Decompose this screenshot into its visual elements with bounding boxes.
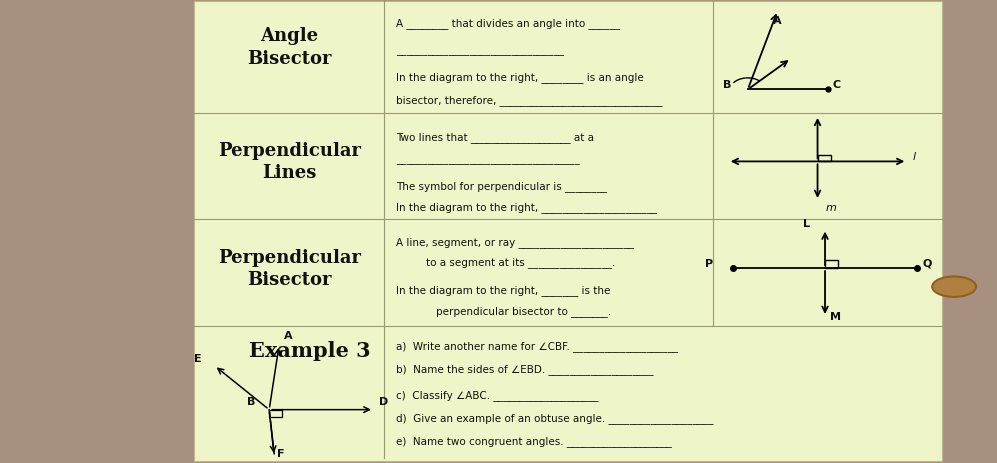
Text: Two lines that ___________________ at a: Two lines that ___________________ at a [396,132,594,143]
Text: ________________________________: ________________________________ [396,46,564,56]
Text: ___________________________________: ___________________________________ [396,155,579,165]
Text: M: M [830,312,841,321]
Text: Example 3: Example 3 [249,340,371,360]
Text: A: A [773,16,782,26]
Text: C: C [832,80,840,90]
Text: m: m [826,203,836,213]
Bar [825,260,837,269]
Text: In the diagram to the right, ______________________: In the diagram to the right, ___________… [396,201,657,213]
Text: d)  Give an example of an obtuse angle. ____________________: d) Give an example of an obtuse angle. _… [396,412,713,423]
Text: The symbol for perpendicular is ________: The symbol for perpendicular is ________ [396,181,607,192]
Text: F: F [277,448,285,458]
Text: e)  Name two congruent angles. ____________________: e) Name two congruent angles. __________… [396,435,672,446]
Text: Angle
Bisector: Angle Bisector [247,27,331,68]
Text: l: l [912,152,915,162]
Text: A ________ that divides an angle into ______: A ________ that divides an angle into __… [396,19,620,30]
Text: B: B [723,80,731,90]
Text: P: P [705,258,713,268]
Circle shape [932,277,976,297]
Text: D: D [379,396,388,406]
Text: bisector, therefore, _______________________________: bisector, therefore, ___________________… [396,95,662,106]
Text: L: L [803,219,811,229]
Text: B: B [247,396,255,406]
Text: In the diagram to the right, ________ is an angle: In the diagram to the right, ________ is… [396,72,643,83]
Bar [269,410,282,417]
Bar [818,156,831,162]
Text: perpendicular bisector to _______.: perpendicular bisector to _______. [436,306,611,317]
Text: Perpendicular
Bisector: Perpendicular Bisector [217,249,361,288]
FancyBboxPatch shape [194,2,942,461]
Text: to a segment at its ________________.: to a segment at its ________________. [426,257,615,268]
Text: Perpendicular
Lines: Perpendicular Lines [217,142,361,182]
Text: a)  Write another name for ∠CBF. ____________________: a) Write another name for ∠CBF. ________… [396,340,678,351]
Text: A line, segment, or ray ______________________: A line, segment, or ray ________________… [396,236,634,247]
Text: A: A [284,330,293,340]
Text: b)  Name the sides of ∠EBD. ____________________: b) Name the sides of ∠EBD. _____________… [396,363,653,375]
Text: In the diagram to the right, _______ is the: In the diagram to the right, _______ is … [396,285,610,296]
Text: c)  Classify ∠ABC. ____________________: c) Classify ∠ABC. ____________________ [396,389,598,400]
Text: Q: Q [922,258,931,268]
Text: E: E [194,353,202,363]
